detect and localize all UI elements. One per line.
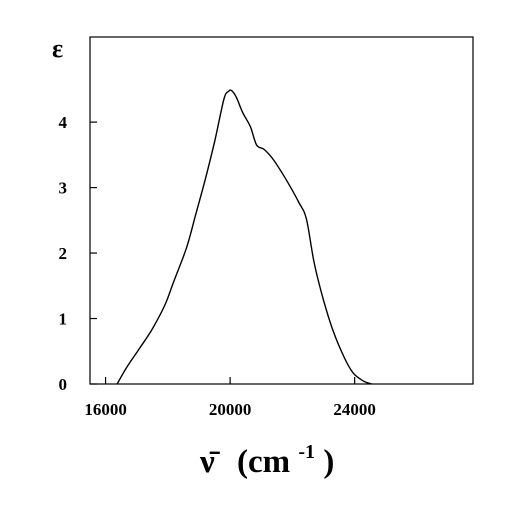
x-axis-unit-close: ) [323, 444, 334, 480]
x-axis-label: ν̄ (cm -1 ) [199, 430, 334, 480]
tick-marks [90, 121, 356, 385]
x-tick-label: 20000 [209, 400, 252, 419]
y-tick-label: 1 [59, 310, 68, 329]
x-tick-label: 24000 [333, 400, 376, 419]
y-tick-label: 4 [59, 113, 68, 132]
x-axis-unit-open: (cm [237, 444, 290, 480]
y-tick-label: 3 [59, 179, 68, 198]
plot-frame [89, 36, 474, 385]
x-axis-unit-sup: -1 [298, 441, 315, 463]
y-tick-label: 0 [59, 375, 68, 394]
x-tick-label: 16000 [84, 400, 127, 419]
y-axis-label: ε [52, 34, 63, 63]
tick-labels: 16000 20000 24000 0 1 2 3 4 [59, 113, 376, 419]
y-tick-label: 2 [59, 244, 68, 263]
x-axis-symbol: ν̄ [199, 444, 221, 480]
series-line [116, 89, 373, 385]
